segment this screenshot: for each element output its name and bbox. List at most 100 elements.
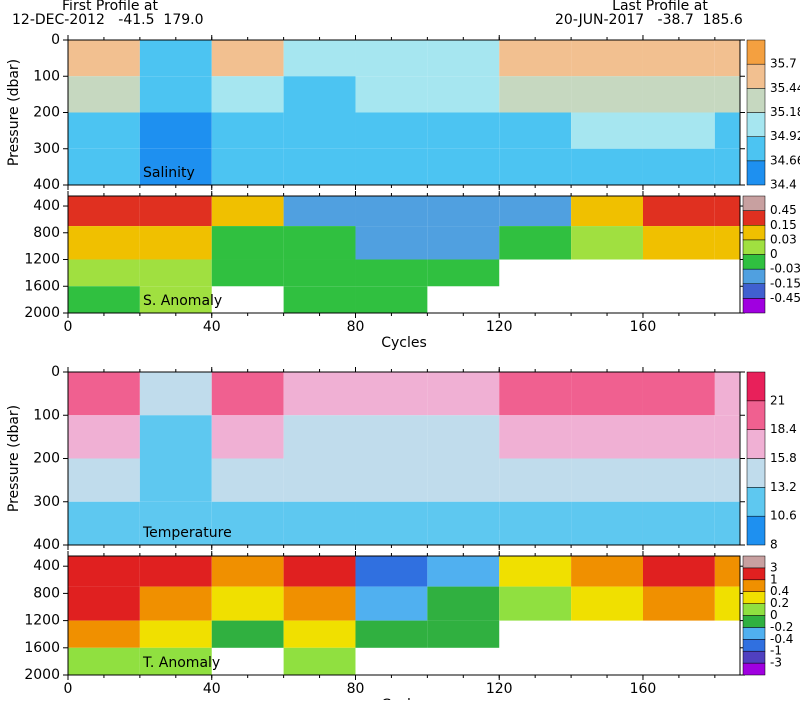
field-cell [714,112,740,149]
colorbar-label: 34.4 [770,178,797,192]
colorbar-block [742,650,766,664]
colorbar-label: 0.2 [770,596,789,610]
field-cell [283,647,356,675]
field-cell [714,76,740,113]
colorbar-label: -0.45 [770,291,800,305]
colorbar-block [742,239,766,255]
colorbar-block [746,88,766,113]
field-cell [139,620,212,648]
field-cell [139,40,212,77]
field-cell [499,40,572,77]
field-cell [571,556,643,587]
colorbar-label: 0 [770,608,778,622]
field-cell [283,196,356,227]
field-cell [714,415,740,459]
field-cell [283,226,356,260]
colorbar-block [742,662,766,676]
field-cell [571,586,643,621]
colorbar-label: -0.4 [770,632,793,646]
field-cell [427,415,500,459]
colorbar-label: 0.4 [770,584,789,598]
last-profile-title: Last Profile at [612,0,708,14]
field-cell [68,286,140,313]
colorbar-block [746,371,766,402]
field-cell [427,620,500,648]
x-tick-label: 80 [347,319,365,335]
field-cell [571,196,643,227]
field-cell [642,556,715,587]
field-cell [139,286,212,313]
field-cell [355,40,428,77]
y-tick-label: 0 [51,364,60,380]
field-cell [714,586,740,621]
field-cell [571,501,643,545]
colorbar-block [742,639,766,652]
colorbar-label: -0.15 [770,276,800,290]
field-cell [499,458,572,502]
field-cell [211,76,284,113]
colorbar-label: 0.15 [770,218,797,232]
panel-label: S. Anomaly [143,293,222,309]
field-cell [283,76,356,113]
y-tick-label: 1200 [24,613,60,629]
field-cell [283,556,356,587]
colorbar-block [746,487,766,517]
y-tick-label: 400 [33,537,60,553]
field-cell [283,620,356,648]
field-cell [211,620,284,648]
field-cell [714,501,740,545]
colorbar-block [742,579,766,592]
field-cell [642,112,715,149]
y-tick-label: 1600 [24,278,60,294]
field-cell [68,556,140,587]
y-tick-label: 400 [33,558,60,574]
first-profile-title: First Profile at [62,0,158,14]
colorbar-block [746,429,766,459]
field-cell [714,196,740,227]
field-cell [139,556,212,587]
field-cell [68,226,140,260]
field-cell [283,259,356,287]
colorbar-block [742,268,766,284]
field-cell [355,226,428,260]
field-cell [714,556,740,587]
field-cell [355,259,428,287]
y-tick-label: 0 [51,32,60,48]
field-cell [499,112,572,149]
colorbar-block [746,515,766,546]
colorbar-block [742,555,766,569]
field-cell [355,76,428,113]
panel-label: T. Anomaly [142,655,220,671]
field-cell [642,458,715,502]
field-cell [714,148,740,185]
field-cell [139,647,212,675]
field-cell [139,259,212,287]
x-axis-label: Cycles [381,335,427,351]
field-cell [283,112,356,149]
field-cell [642,76,715,113]
field-cell [714,226,740,260]
field-cell [68,501,140,545]
panel-label: Temperature [142,525,232,541]
field-cell [283,286,356,313]
field-cell [68,259,140,287]
colorbar-label: 35.18 [770,105,800,119]
field-cell [427,372,500,416]
field-cell [139,76,212,113]
y-tick-label: 100 [33,68,60,84]
y-tick-label: 300 [33,141,60,157]
field-cell [355,458,428,502]
field-cell [139,226,212,260]
colorbar-label: -0.2 [770,620,793,634]
field-cell [427,196,500,227]
field-cell [211,40,284,77]
field-cell [571,415,643,459]
x-tick-label: 120 [486,681,513,697]
colorbar-label: 18.4 [770,422,797,436]
field-cell [283,372,356,416]
field-cell [642,415,715,459]
field-cell [211,556,284,587]
field-cell [499,76,572,113]
field-cell [211,226,284,260]
field-cell [139,458,212,502]
